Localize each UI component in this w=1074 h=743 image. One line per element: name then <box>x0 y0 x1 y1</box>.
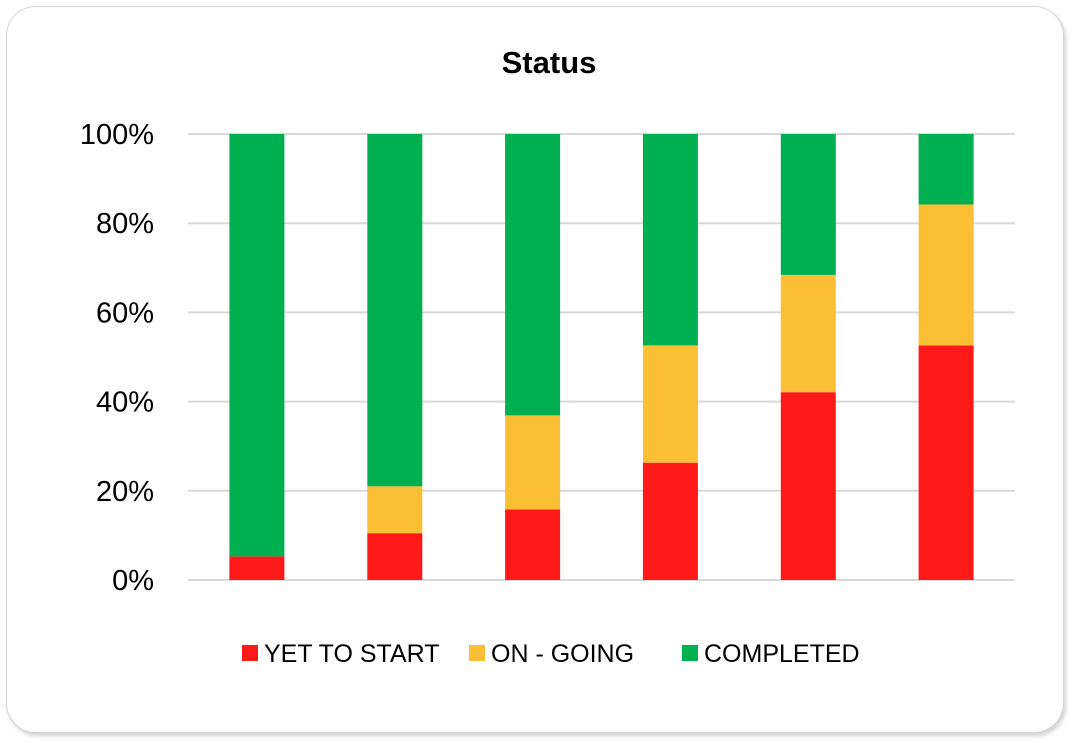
y-tick-label: 0% <box>112 565 154 597</box>
bar-segment <box>780 134 836 275</box>
bar-segment <box>642 134 698 346</box>
bar-segment <box>505 509 561 580</box>
bar-segment <box>229 556 285 580</box>
legend-item: YET TO START <box>242 640 440 668</box>
y-tick-label: 20% <box>96 476 154 508</box>
bar-stack <box>229 134 285 580</box>
legend: YET TO START ON - GOING COMPLETED <box>242 640 860 668</box>
bar-segment <box>367 533 423 580</box>
bar-segment <box>918 345 974 580</box>
y-tick-label: 80% <box>96 208 154 240</box>
bar-segment <box>505 415 561 510</box>
bar-segment <box>367 486 423 534</box>
bar-segment <box>505 134 561 416</box>
bar-stack <box>505 134 561 580</box>
y-axis-ticks: 0% 20% 40% 60% 80% 100% <box>80 119 154 597</box>
y-tick-label: 40% <box>96 387 154 419</box>
bar-segment <box>918 204 974 346</box>
bar-stack <box>780 134 836 580</box>
bar-stack <box>367 134 423 580</box>
bar-segment <box>918 134 974 205</box>
bar-segment <box>229 134 285 557</box>
legend-swatch <box>469 645 485 661</box>
y-tick-label: 100% <box>80 119 154 151</box>
bar-stack <box>642 134 698 580</box>
legend-item: COMPLETED <box>682 640 860 668</box>
bar-segment <box>780 274 836 393</box>
bars <box>229 134 974 580</box>
bar-segment <box>780 392 836 580</box>
y-tick-label: 60% <box>96 297 154 329</box>
chart-title: Status <box>502 45 597 80</box>
legend-item: ON - GOING <box>469 640 634 668</box>
gridlines <box>188 133 1015 581</box>
bar-segment <box>642 462 698 580</box>
bar-segment <box>642 345 698 463</box>
legend-label: COMPLETED <box>704 640 860 668</box>
bar-stack <box>918 134 974 580</box>
legend-label: ON - GOING <box>491 640 634 668</box>
bar-segment <box>367 134 423 487</box>
legend-swatch <box>682 645 698 661</box>
legend-swatch <box>242 645 258 661</box>
legend-label: YET TO START <box>264 640 440 668</box>
